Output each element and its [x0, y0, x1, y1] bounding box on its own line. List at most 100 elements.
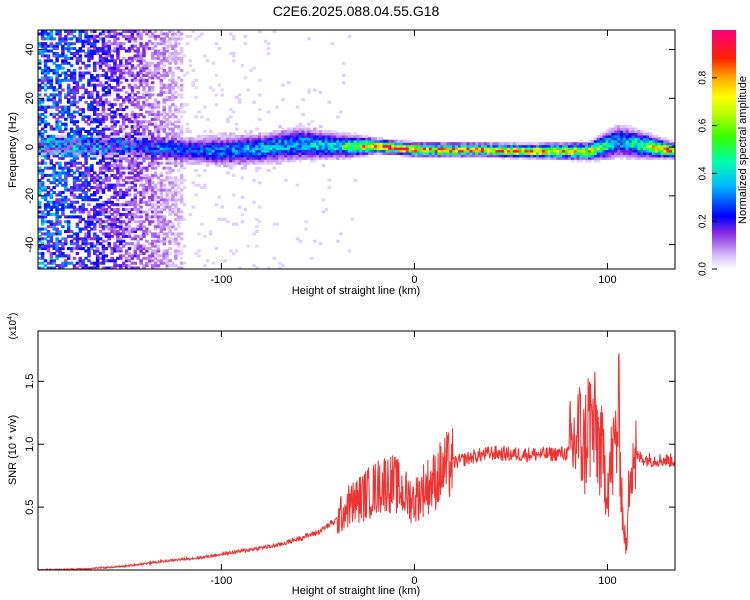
spectrogram-cell [130, 115, 135, 119]
spectrogram-cell [536, 149, 540, 153]
spectrogram-cell [217, 147, 222, 151]
spectrogram-cell [61, 225, 65, 229]
spectrogram-cell [321, 154, 326, 158]
spectrogram-cell [501, 149, 505, 153]
spectrogram-cell [304, 149, 308, 153]
spectrogram-cell [40, 242, 45, 246]
spectrogram-cell [153, 69, 158, 73]
spectrogram-cell [289, 149, 294, 153]
spectrogram-cell [87, 95, 91, 99]
spectrogram-cell [660, 156, 665, 160]
spectrogram-cell [168, 56, 172, 60]
spectrogram-cell [411, 149, 416, 153]
spectrogram-cell [272, 139, 277, 143]
spectrogram-cell [87, 229, 91, 234]
spectrogram-cell [64, 42, 68, 46]
spectrogram-cell [119, 64, 123, 68]
spectrogram-cell [87, 51, 91, 55]
spectrogram-cell [336, 139, 340, 143]
spectrogram-cell [90, 154, 94, 158]
spectrogram-cell [69, 200, 74, 204]
spectrogram-cell [153, 115, 158, 119]
spectrogram-cell [116, 134, 120, 138]
spectrogram-cell [61, 183, 65, 187]
spectrogram-cell [150, 93, 155, 97]
spectrogram-cell [315, 129, 320, 134]
spectrogram-cell [49, 222, 54, 226]
spectrogram-cell [315, 142, 320, 146]
spectrogram-cell [64, 264, 68, 268]
spectrogram-cell [119, 188, 123, 192]
spectrogram-cell [397, 144, 401, 148]
spectrogram-cell [171, 183, 175, 187]
spectrogram-cell [58, 254, 62, 258]
spectrogram-cell [657, 142, 662, 146]
spectrogram-cell [84, 34, 88, 38]
spectrogram-cell [651, 144, 656, 148]
spectrogram-cell [113, 103, 117, 107]
spectrogram-cell [58, 198, 62, 202]
spectrogram-cell [200, 154, 204, 158]
spectrogram-cell [153, 203, 158, 207]
spectrogram-cell [634, 139, 638, 143]
spectrogram-cell [43, 59, 48, 63]
spectrogram-cell [483, 151, 488, 155]
spectrogram-cell [66, 73, 71, 77]
spectrogram-cell [127, 120, 132, 124]
spectrogram-cell [614, 127, 618, 131]
spectrogram-cell [223, 217, 227, 221]
spectrogram-cell [113, 151, 117, 155]
spectrogram-cell [622, 125, 627, 129]
spectrogram-cell [84, 134, 88, 138]
spectrogram-cell [203, 234, 207, 238]
spectrogram-cell [182, 159, 187, 163]
spectrogram-cell [530, 154, 534, 158]
spectrogram-cell [133, 78, 138, 82]
spectrogram-cell [428, 154, 433, 158]
spectrogram-cell [220, 156, 224, 160]
spectrogram-cell [72, 42, 77, 46]
spectrogram-cell [145, 120, 149, 124]
spectrogram-cell [579, 144, 583, 148]
spectrogram-cell [159, 120, 164, 124]
spectrogram-cell [49, 225, 54, 229]
spectrogram-cell [287, 81, 291, 85]
spectrogram-cell [145, 210, 149, 214]
spectrogram-cell [524, 151, 528, 155]
spectrogram-cell [182, 244, 187, 248]
spectrogram-cell [168, 247, 172, 251]
spectrogram-cell [423, 149, 427, 153]
spectrogram-cell [622, 149, 627, 153]
spectrogram-cell [368, 139, 372, 143]
spectrogram-cell [301, 132, 305, 136]
spectrogram-cell [113, 30, 117, 34]
spectrogram-cell [252, 151, 256, 155]
spectrogram-cell [258, 134, 262, 138]
spectrogram-cell [55, 44, 59, 48]
spectrogram-cell [223, 142, 227, 146]
spectrogram-cell [78, 244, 83, 248]
spectrogram-cell [58, 127, 62, 131]
spectrogram-cell [75, 88, 80, 92]
spectrogram-cell [49, 256, 54, 260]
spectrogram-cell [95, 212, 100, 216]
spectrogram-cell [648, 134, 653, 138]
spectrogram-cell [113, 176, 117, 180]
spectrogram-cell [130, 129, 135, 134]
spectrogram-cell [339, 132, 343, 136]
spectrogram-cell [159, 173, 164, 177]
spectrogram-cell [40, 132, 45, 136]
spectrogram-cell [252, 154, 256, 158]
spectrogram-cell [663, 154, 667, 158]
spectrogram-cell [362, 147, 366, 151]
spectrogram-cell [255, 225, 259, 229]
spectrogram-cell [43, 220, 48, 224]
spectrogram-cell [159, 51, 164, 55]
spectrogram-cell [339, 139, 343, 143]
spectrogram-cell [368, 149, 372, 153]
spectrogram-cell [651, 149, 656, 153]
spectrogram-cell [281, 156, 285, 160]
spectrogram-cell [119, 203, 123, 207]
spectrogram-cell [171, 139, 175, 143]
spectrogram-cell [200, 186, 204, 190]
